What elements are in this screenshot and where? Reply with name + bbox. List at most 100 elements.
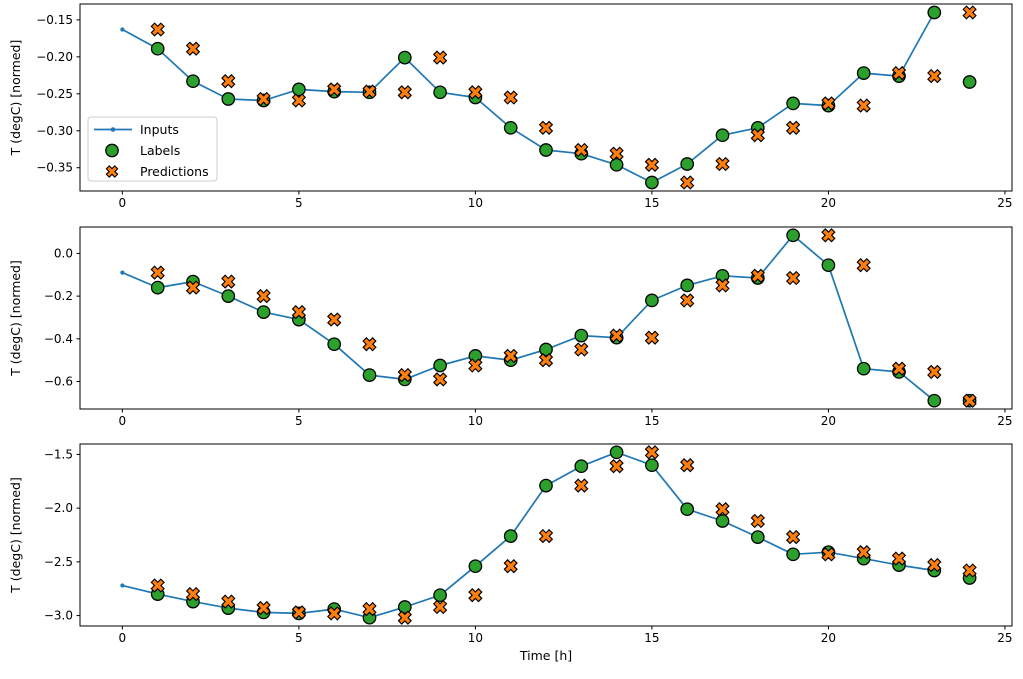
prediction-x-marker [680,175,695,190]
x-tick-label: 10 [468,414,483,428]
prediction-x-marker [750,513,765,529]
x-tick-label: 15 [644,631,659,645]
x-tick-label: 0 [119,196,127,210]
prediction-x-marker [821,547,836,562]
legend-item-label: Predictions [140,164,209,179]
prediction-x-marker [609,328,624,343]
label-circle-marker [539,478,553,493]
prediction-x-marker [397,367,412,383]
x-tick-label: 5 [295,196,303,210]
y-tick-label: −2.5 [44,555,73,569]
x-axis-label: Time [h] [519,648,572,663]
prediction-x-marker [538,353,554,368]
y-tick-label: −2.0 [44,501,73,515]
prediction-x-marker [397,610,412,625]
legend-item-labels: Labels [105,143,180,158]
input-point-marker [120,27,125,32]
prediction-x-marker [185,586,201,602]
label-circle-marker [433,588,447,603]
label-circle-marker [574,328,589,343]
label-circle-marker [433,358,447,373]
prediction-x-marker [150,578,165,593]
prediction-x-marker [927,364,942,380]
prediction-x-marker [291,304,307,320]
prediction-x-marker [715,156,730,172]
prediction-x-marker [680,293,695,308]
prediction-x-marker [962,563,977,578]
prediction-x-marker [680,458,695,473]
prediction-x-marker [785,529,801,545]
prediction-x-marker [221,594,236,609]
prediction-x-marker [785,120,801,135]
prediction-x-marker [750,268,765,283]
prediction-x-marker [644,330,660,345]
legend: Inputs Labels Predictions [87,116,218,182]
label-circle-marker [503,120,518,135]
label-circle-marker [433,85,447,100]
prediction-x-marker [715,502,730,517]
prediction-x-marker [503,348,518,364]
series-group [120,228,977,408]
prediction-x-marker [150,22,165,37]
label-circle-marker [221,92,236,106]
prediction-x-marker [362,337,377,352]
prediction-x-marker [327,82,342,97]
y-tick-label: −0.35 [36,161,73,175]
label-circle-marker [645,293,659,308]
label-circle-marker [362,368,377,382]
x-tick-label: 25 [997,414,1012,428]
label-circle-marker [750,530,765,544]
legend-labels-circle-icon [105,143,119,158]
series-group [120,445,977,625]
subplot-2: 0.0 −0.2 −0.4 −0.6 0 5 10 15 20 25 T (degC) [norme… [8,226,1013,428]
y-tick-label: −3.0 [44,609,73,623]
subplot-1: −0.15 −0.20 −0.25 −0.30 −0.35 0 5 10 15 20 25 T (de… [8,3,1013,210]
prediction-x-marker [538,528,554,544]
prediction-x-marker [468,588,483,603]
label-circle-marker [221,289,236,303]
prediction-x-marker [256,600,271,616]
prediction-x-marker [574,342,589,357]
label-circle-marker [786,547,800,562]
y-tick-label: −0.6 [44,375,73,389]
prediction-x-marker [221,274,236,289]
label-circle-marker [150,41,165,56]
axes-frame [79,3,1013,192]
x-tick-label: 5 [295,414,303,428]
label-circle-marker [645,458,659,473]
prediction-x-marker [503,559,518,574]
prediction-x-marker [962,5,977,20]
prediction-x-marker [362,84,377,99]
prediction-x-marker [574,478,589,493]
prediction-x-marker [962,393,977,408]
legend-item-predictions: Predictions [105,164,209,179]
label-circle-marker [609,445,624,460]
x-tick-label: 15 [644,414,659,428]
prediction-x-marker [785,270,801,286]
label-circle-marker [786,228,800,243]
label-circle-marker [397,50,412,65]
prediction-x-marker [715,278,730,293]
y-tick-label: −0.20 [36,50,73,64]
prediction-x-marker [256,91,271,107]
label-circle-marker [539,143,553,157]
legend-item-inputs: Inputs [94,122,179,137]
x-tick-label: 20 [821,196,836,210]
prediction-x-marker [891,65,907,81]
prediction-x-marker [150,265,165,280]
prediction-x-marker [927,557,942,573]
y-tick-label: −0.2 [44,289,73,303]
prediction-x-marker [644,157,660,172]
prediction-x-marker [397,85,412,100]
label-circle-marker [609,157,624,172]
prediction-x-marker [538,120,554,135]
prediction-x-marker [856,258,871,273]
axes-frame [79,226,1013,410]
y-axis-label: T (degC) [normed] [8,40,23,157]
prediction-x-marker [432,599,448,615]
label-circle-marker [574,459,589,474]
prediction-x-marker [291,605,307,620]
label-circle-marker [786,96,800,111]
y-tick-label: −0.4 [44,332,73,346]
label-circle-marker [927,393,942,408]
